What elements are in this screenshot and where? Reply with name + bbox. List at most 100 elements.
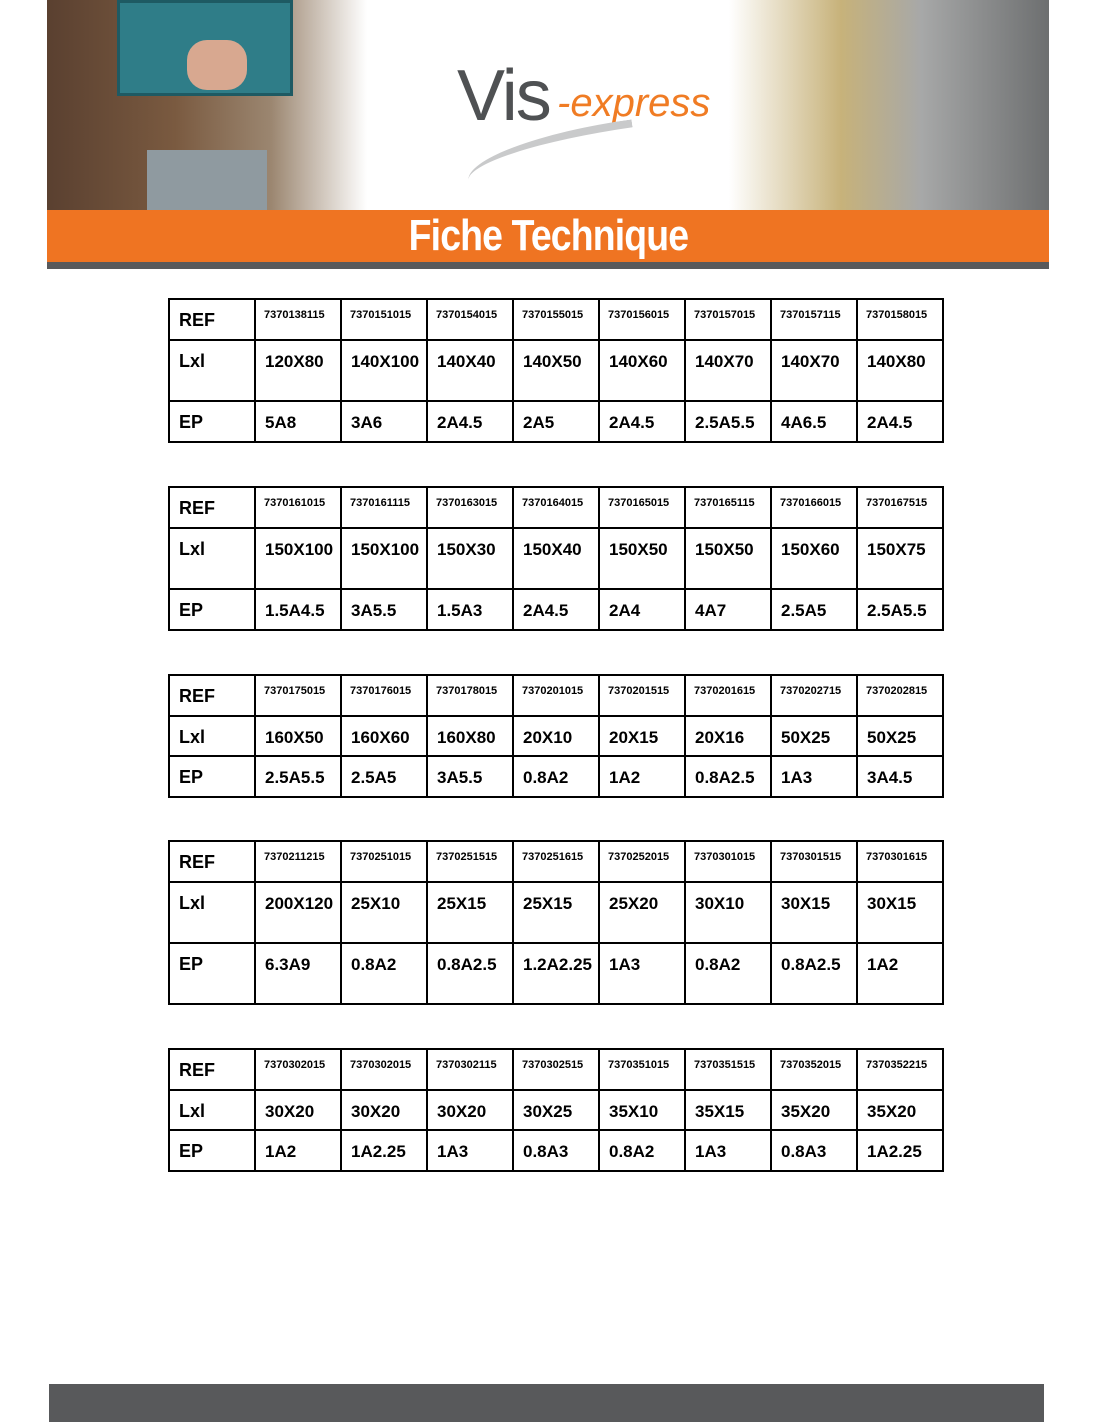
lxl-value: 150X50: [695, 540, 754, 559]
lxl-cell: 20X10: [512, 715, 600, 757]
ref-cell: 7370161015: [254, 486, 342, 529]
lxl-value: 150X40: [523, 540, 582, 559]
ep-value: 0.8A3: [781, 1142, 827, 1161]
ep-cell: 0.8A3: [770, 1129, 858, 1172]
ref-cell: 7370164015: [512, 486, 600, 529]
ref-cell: 7370202715: [770, 674, 858, 717]
ep-cell: 2.5A5: [770, 588, 858, 631]
ref-value: 7370251015: [350, 851, 412, 863]
ep-value: 0.8A2: [523, 768, 569, 787]
ep-value: 2.5A5: [781, 601, 827, 620]
table-row-ref: REF 7370161015 7370161115 7370163015 7370164…: [168, 486, 944, 529]
title-band: Fiche Technique: [47, 210, 1049, 262]
row-label-cell: EP: [168, 755, 256, 798]
row-label: EP: [179, 767, 204, 787]
ref-cell: 7370167515: [856, 486, 944, 529]
table-row-lxl: Lxl 120X80 140X100 140X40 140X50 140X60 140X70…: [168, 339, 944, 402]
ref-value: 7370302015: [264, 1059, 326, 1071]
ep-value: 1A3: [609, 955, 641, 974]
table-row-ref: REF 7370211215 7370251015 7370251515 7370251…: [168, 840, 944, 883]
ref-cell: 7370138115: [254, 298, 342, 341]
ep-cell: 2A5: [512, 400, 600, 443]
ref-cell: 7370251615: [512, 840, 600, 883]
lxl-cell: 120X80: [254, 339, 342, 402]
table-row-ep: EP 5A8 3A6 2A4.5 2A5 2A4.5 2.5A5.5 4A6.5 2A4.5: [168, 400, 944, 443]
ref-value: 7370211215: [264, 851, 325, 863]
table-row-lxl: Lxl 30X20 30X20 30X20 30X25 35X10 35X15 35X20 35…: [168, 1089, 944, 1131]
lxl-value: 25X15: [523, 894, 573, 913]
ref-value: 7370301515: [780, 851, 842, 863]
ref-cell: 7370302115: [426, 1048, 514, 1091]
ref-value: 7370161015: [264, 497, 326, 509]
spec-table: REF 7370138115 7370151015 7370154015 7370155…: [168, 298, 944, 443]
ep-value: 5A8: [265, 413, 297, 432]
spec-table: REF 7370211215 7370251015 7370251515 7370251…: [168, 840, 944, 1005]
row-label-cell: EP: [168, 588, 256, 631]
ep-value: 2A5: [523, 413, 555, 432]
ref-value: 7370178015: [436, 685, 498, 697]
spec-table: REF 7370161015 7370161115 7370163015 7370164…: [168, 486, 944, 631]
footer-bar: [49, 1384, 1044, 1422]
ep-cell: 1A3: [684, 1129, 772, 1172]
ref-value: 7370302115: [436, 1059, 497, 1071]
lxl-cell: 200X120: [254, 881, 342, 944]
row-label-cell: REF: [168, 674, 256, 717]
lxl-cell: 140X40: [426, 339, 514, 402]
lxl-cell: 30X20: [426, 1089, 514, 1131]
ref-value: 7370156015: [608, 309, 670, 321]
lxl-value: 30X20: [351, 1102, 401, 1121]
ref-cell: 7370252015: [598, 840, 686, 883]
ref-cell: 7370352015: [770, 1048, 858, 1091]
ref-cell: 7370154015: [426, 298, 514, 341]
ep-cell: 1A3: [426, 1129, 514, 1172]
lxl-cell: 150X30: [426, 527, 514, 590]
lxl-value: 35X20: [867, 1102, 917, 1121]
row-label: REF: [179, 310, 215, 330]
lxl-value: 150X75: [867, 540, 926, 559]
lxl-cell: 35X20: [770, 1089, 858, 1131]
ep-value: 1A3: [437, 1142, 469, 1161]
ep-value: 1A2: [265, 1142, 297, 1161]
ep-value: 2A4.5: [609, 413, 655, 432]
ep-cell: 1.5A3: [426, 588, 514, 631]
ep-value: 0.8A2.5: [437, 955, 497, 974]
header-banner: Vis -express: [47, 0, 1049, 210]
lxl-value: 30X25: [523, 1102, 573, 1121]
ep-value: 3A4.5: [867, 768, 913, 787]
screws-photo: [729, 0, 1049, 210]
ref-cell: 7370211215: [254, 840, 342, 883]
ref-value: 7370301015: [694, 851, 756, 863]
ep-cell: 1A2.25: [340, 1129, 428, 1172]
ep-cell: 0.8A2: [340, 942, 428, 1005]
ep-cell: 1A3: [770, 755, 858, 798]
ref-value: 7370251615: [522, 851, 584, 863]
row-label: REF: [179, 498, 215, 518]
ep-value: 1.5A3: [437, 601, 483, 620]
spec-table: REF 7370302015 7370302015 7370302115 7370302…: [168, 1048, 944, 1172]
ref-cell: 7370158015: [856, 298, 944, 341]
ep-value: 3A5.5: [437, 768, 483, 787]
lxl-cell: 30X10: [684, 881, 772, 944]
row-label: EP: [179, 600, 204, 620]
ep-cell: 2.5A5.5: [684, 400, 772, 443]
row-label-cell: REF: [168, 298, 256, 341]
row-label-cell: EP: [168, 942, 256, 1005]
ref-value: 7370157115: [780, 309, 841, 321]
ref-value: 7370155015: [522, 309, 584, 321]
lxl-cell: 25X15: [512, 881, 600, 944]
lxl-cell: 35X20: [856, 1089, 944, 1131]
lxl-cell: 150X50: [684, 527, 772, 590]
ep-value: 2A4.5: [437, 413, 483, 432]
ref-value: 7370202815: [866, 685, 928, 697]
table-row-ref: REF 7370302015 7370302015 7370302115 7370302…: [168, 1048, 944, 1091]
ep-cell: 0.8A3: [512, 1129, 600, 1172]
tools-photo: [47, 0, 367, 210]
ref-cell: 7370302015: [254, 1048, 342, 1091]
ref-cell: 7370251015: [340, 840, 428, 883]
ep-cell: 3A5.5: [426, 755, 514, 798]
row-label-cell: REF: [168, 840, 256, 883]
ep-value: 0.8A2: [695, 955, 741, 974]
ref-value: 7370351015: [608, 1059, 670, 1071]
lxl-cell: 25X20: [598, 881, 686, 944]
lxl-value: 20X16: [695, 728, 745, 747]
